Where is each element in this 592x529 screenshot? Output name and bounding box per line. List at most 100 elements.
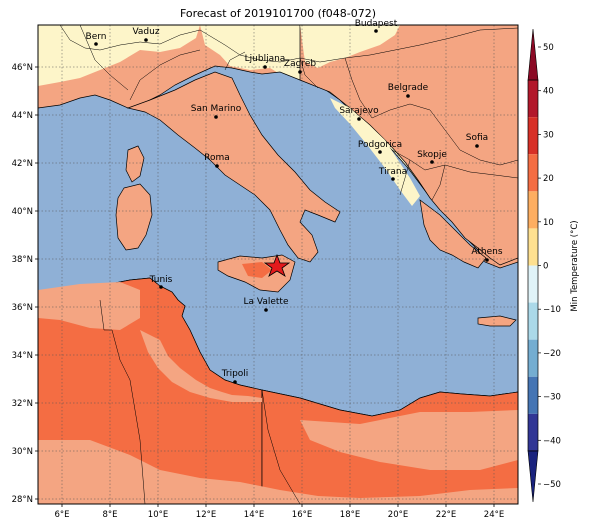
city-marker: [485, 258, 489, 262]
city-label: Skopje: [417, 150, 447, 160]
city-label: Tunis: [149, 275, 173, 285]
city-marker: [214, 115, 218, 119]
y-tick-label: 40°N: [12, 207, 33, 217]
x-tick-label: 20°E: [388, 510, 408, 520]
greece-land: [419, 199, 487, 269]
y-tick-label: 34°N: [12, 351, 33, 361]
storm-star-marker: [263, 253, 291, 277]
x-tick-label: 8°E: [102, 510, 117, 520]
colorbar-tick-label: −50: [543, 480, 561, 490]
city-label: Zagreb: [284, 59, 316, 69]
colorbar-segment: [528, 117, 538, 155]
y-tick-label: 28°N: [12, 495, 33, 505]
x-tick-label: 22°E: [436, 510, 456, 520]
colorbar-segment: [528, 191, 538, 229]
y-tick-label: 36°N: [12, 303, 33, 313]
colorbar-tick-label: 0: [543, 262, 548, 272]
city-marker: [215, 164, 219, 168]
sardinia-land: [115, 183, 153, 251]
colorbar-arrow-top: [527, 28, 539, 81]
city-label: Athens: [471, 247, 502, 257]
city-marker: [298, 70, 302, 74]
x-tick-label: 12°E: [196, 510, 216, 520]
colorbar-tick-label: −20: [543, 349, 561, 359]
y-tick-label: 32°N: [12, 399, 33, 409]
colorbar-segment: [528, 413, 538, 451]
balkans-cold-overlay-2: [330, 98, 420, 206]
colorbar-tick-label: −10: [543, 305, 561, 315]
map-frame: [37, 24, 519, 505]
city-marker: [263, 65, 267, 69]
y-tick-label: 42°N: [12, 159, 33, 169]
colorbar-label: Min Temperature (°C): [570, 220, 580, 311]
x-tick-label: 6°E: [54, 510, 69, 520]
city-label: San Marino: [191, 104, 242, 114]
map-area: [38, 25, 518, 504]
city-label: Sofia: [466, 133, 488, 143]
city-label: Vaduz: [132, 27, 159, 37]
colorbar-segment: [528, 265, 538, 303]
colorbar-segment: [528, 339, 538, 377]
africa-cool-patch: [38, 282, 140, 330]
city-label: Podgorica: [358, 140, 402, 150]
x-tick-label: 24°E: [484, 510, 504, 520]
corsica-land: [125, 145, 145, 183]
city-label: Roma: [204, 153, 230, 163]
city-label: Ljubljana: [245, 54, 286, 64]
country-borders: [59, 25, 518, 504]
balkans-land: [299, 25, 518, 266]
city-label: Tripoli: [221, 369, 249, 379]
colorbar-arrow-bottom: [527, 450, 539, 503]
city-label: Tirana: [378, 167, 407, 177]
y-tick-label: 38°N: [12, 255, 33, 265]
libya-cool-patch: [300, 410, 518, 470]
sicily-warm-spot: [242, 262, 272, 278]
city-marker: [357, 117, 361, 121]
colorbar: 50 40 30 20 10 0 −10 −20 −30 −40 −50: [527, 28, 561, 503]
city-marker: [94, 42, 98, 46]
lat-lon-grid: [38, 25, 518, 504]
alps-cold-zone: [38, 25, 200, 86]
x-tick-label: 10°E: [148, 510, 168, 520]
colorbar-segment: [528, 154, 538, 192]
city-marker: [233, 380, 237, 384]
city-marker: [378, 150, 382, 154]
map-title: Forecast of 2019101700 (f048-072): [179, 7, 377, 20]
y-axis-ticks: 46°N 44°N 42°N 40°N 38°N 36°N 34°N 32°N 30°N 28°N: [12, 63, 38, 505]
colorbar-tick-label: 30: [543, 130, 554, 140]
city-marker: [159, 285, 163, 289]
x-axis-ticks: 6°E 8°E 10°E 12°E 14°E 16°E 18°E 20°E 22°E 24°E: [54, 504, 504, 520]
colorbar-segment: [528, 80, 538, 118]
city-marker: [144, 38, 148, 42]
city-marker: [475, 144, 479, 148]
colorbar-segment: [528, 302, 538, 340]
city-label: Budapest: [355, 19, 398, 29]
city-label: Sarajevo: [339, 106, 379, 116]
colorbar-segment: [528, 228, 538, 266]
colorbar-tick-label: −30: [543, 393, 561, 403]
x-tick-label: 14°E: [244, 510, 264, 520]
city-label: Belgrade: [388, 83, 429, 93]
colorbar-segment: [528, 376, 538, 414]
y-tick-label: 30°N: [12, 447, 33, 457]
colorbar-tick-label: −40: [543, 436, 561, 446]
colorbar-tick-label: 10: [543, 218, 554, 228]
city-label: Bern: [86, 32, 107, 42]
city-label: La Valette: [244, 297, 289, 307]
x-tick-label: 16°E: [292, 510, 312, 520]
x-tick-label: 18°E: [340, 510, 360, 520]
colorbar-tick-label: 20: [543, 174, 554, 184]
city-marker: [374, 29, 378, 33]
y-tick-label: 46°N: [12, 63, 33, 73]
y-tick-label: 44°N: [12, 111, 33, 121]
colorbar-tick-label: 50: [543, 43, 554, 53]
city-marker: [264, 308, 268, 312]
city-marker: [391, 177, 395, 181]
crete-land: [477, 315, 517, 327]
colorbar-tick-label: 40: [543, 87, 554, 97]
coast-pale-strip: [140, 330, 262, 402]
city-marker: [430, 160, 434, 164]
city-marker: [406, 94, 410, 98]
